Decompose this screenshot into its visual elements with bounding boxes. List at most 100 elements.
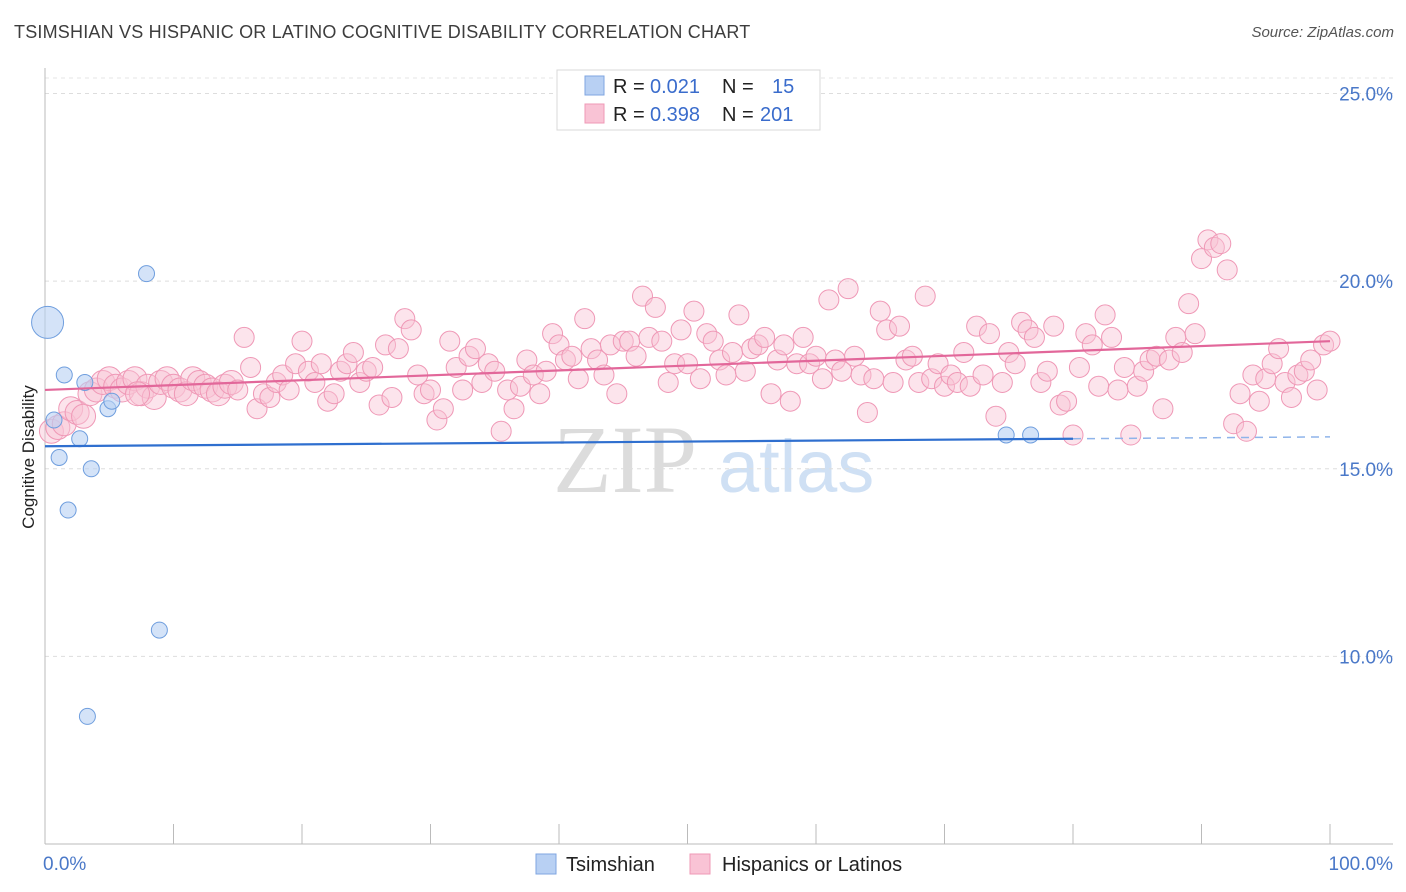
- hispanic-point-106: [721, 341, 743, 363]
- hispanic-point-70: [490, 420, 512, 442]
- hispanic-point-130: [876, 319, 898, 341]
- hispanic-point-37: [278, 379, 300, 401]
- tick-labels: 10.0% 15.0% 20.0% 25.0% 0.0% 100.0%: [43, 85, 1393, 875]
- hispanic-point-125: [844, 345, 866, 367]
- hispanic-point-188: [1248, 390, 1270, 412]
- hispanic-point-105: [715, 364, 737, 386]
- hispanic-point-83: [574, 308, 596, 330]
- legend-swatch-hispanic: [584, 103, 605, 124]
- watermark-zip: ZIP: [553, 406, 697, 513]
- hispanic-point-163: [1088, 375, 1110, 397]
- hispanic-point-112: [760, 383, 782, 405]
- hispanic-point-54: [387, 338, 409, 360]
- tsimshian-point-3: [55, 366, 73, 384]
- hispanic-point-158: [1056, 390, 1078, 412]
- watermark-atlas: atlas: [718, 425, 874, 508]
- legend-n-label-1: N =: [722, 76, 754, 98]
- source-credit: Source: ZipAtlas.com: [1251, 24, 1394, 41]
- hispanic-point-30: [233, 326, 255, 348]
- hispanic-point-69: [484, 360, 506, 382]
- hispanic-point-53: [381, 386, 403, 408]
- hispanic-point-88: [606, 383, 628, 405]
- hispanic-point-98: [670, 319, 692, 341]
- hispanic-point-41: [304, 371, 326, 393]
- hispanic-point-89: [612, 330, 634, 352]
- hispanic-point-78: [542, 323, 564, 345]
- hispanic-point-161: [1075, 323, 1097, 345]
- bottom-legend-swatch-tsimshian: [535, 853, 557, 875]
- hispanic-point-173: [1152, 398, 1174, 420]
- hispanic-point-129: [869, 300, 891, 322]
- hispanic-point-144: [966, 315, 988, 337]
- hispanic-point-183: [1216, 259, 1238, 281]
- tsimshian-point-10: [103, 392, 121, 410]
- hispanic-point-147: [985, 405, 1007, 427]
- hispanic-point-96: [657, 371, 679, 393]
- hispanic-point-185: [1229, 383, 1251, 405]
- hispanic-point-142: [953, 341, 975, 363]
- hispanic-point-5: [71, 403, 97, 429]
- hispanic-point-61: [432, 398, 454, 420]
- legend-swatch-tsimshian: [584, 75, 605, 96]
- hispanic-point-29: [227, 379, 249, 401]
- hispanic-point-47: [342, 341, 364, 363]
- hispanic-point-153: [1023, 326, 1045, 348]
- hispanic-point-178: [1184, 323, 1206, 345]
- hispanic-point-133: [895, 349, 917, 371]
- hispanic-point-100: [683, 300, 705, 322]
- hispanic-point-126: [850, 364, 872, 386]
- hispanic-point-171: [1139, 349, 1161, 371]
- hispanic-point-181: [1203, 236, 1225, 258]
- hispanic-point-170: [1133, 360, 1155, 382]
- hispanic-point-94: [644, 296, 666, 318]
- hispanic-point-195: [1293, 360, 1315, 382]
- hispanic-point-186: [1235, 420, 1257, 442]
- hispanic-trend-line: [44, 340, 1331, 392]
- hispanic-point-97: [664, 353, 686, 375]
- hispanic-point-42: [310, 353, 332, 375]
- hispanic-point-172: [1146, 345, 1168, 367]
- hispanic-point-165: [1101, 326, 1123, 348]
- bottom-legend-swatch-hispanic: [689, 853, 711, 875]
- hispanic-point-71: [497, 379, 519, 401]
- hispanic-point-132: [889, 315, 911, 337]
- tsimshian-point-4: [59, 501, 77, 519]
- hispanic-point-155: [1036, 360, 1058, 382]
- y-tick-label-2: 20.0%: [1339, 272, 1393, 293]
- hispanic-point-162: [1081, 334, 1103, 356]
- legend-n-label-2: N =: [722, 104, 754, 126]
- hispanic-point-44: [323, 383, 345, 405]
- legend-r-label-1: R =: [613, 76, 645, 98]
- tsimshian-trend-line: [44, 437, 1074, 448]
- legend-r-value-2: 0.398: [650, 104, 700, 126]
- hispanic-point-91: [625, 345, 647, 367]
- tsimshian-trend-extension: [1072, 436, 1331, 440]
- hispanic-point-187: [1242, 364, 1264, 386]
- hispanic-point-51: [368, 394, 390, 416]
- tsimshian-point-6: [76, 373, 94, 391]
- hispanic-point-31: [240, 356, 262, 378]
- hispanic-point-191: [1268, 338, 1290, 360]
- y-tick-label-0: 10.0%: [1339, 647, 1393, 668]
- hispanic-point-157: [1049, 394, 1071, 416]
- hispanic-point-150: [1004, 353, 1026, 375]
- hispanic-point-95: [651, 330, 673, 352]
- hispanic-point-198: [1313, 334, 1335, 356]
- hispanic-point-27: [212, 373, 238, 399]
- hispanic-point-194: [1287, 364, 1309, 386]
- series-legend: Tsimshian Hispanics or Latinos: [535, 853, 902, 876]
- hispanic-point-3: [58, 396, 84, 422]
- hispanic-point-135: [908, 371, 930, 393]
- hispanic-point-115: [779, 390, 801, 412]
- hispanic-point-184: [1223, 413, 1245, 435]
- hispanic-point-81: [561, 345, 583, 367]
- hispanic-point-111: [754, 326, 776, 348]
- tsimshian-point-7: [78, 707, 96, 725]
- hispanic-point-174: [1158, 349, 1180, 371]
- hispanic-point-72: [503, 398, 525, 420]
- tsimshian-point-8: [82, 460, 100, 478]
- hispanic-point-46: [336, 353, 358, 375]
- hispanic-point-107: [728, 304, 750, 326]
- hispanic-point-167: [1113, 356, 1135, 378]
- hispanic-point-101: [689, 368, 711, 390]
